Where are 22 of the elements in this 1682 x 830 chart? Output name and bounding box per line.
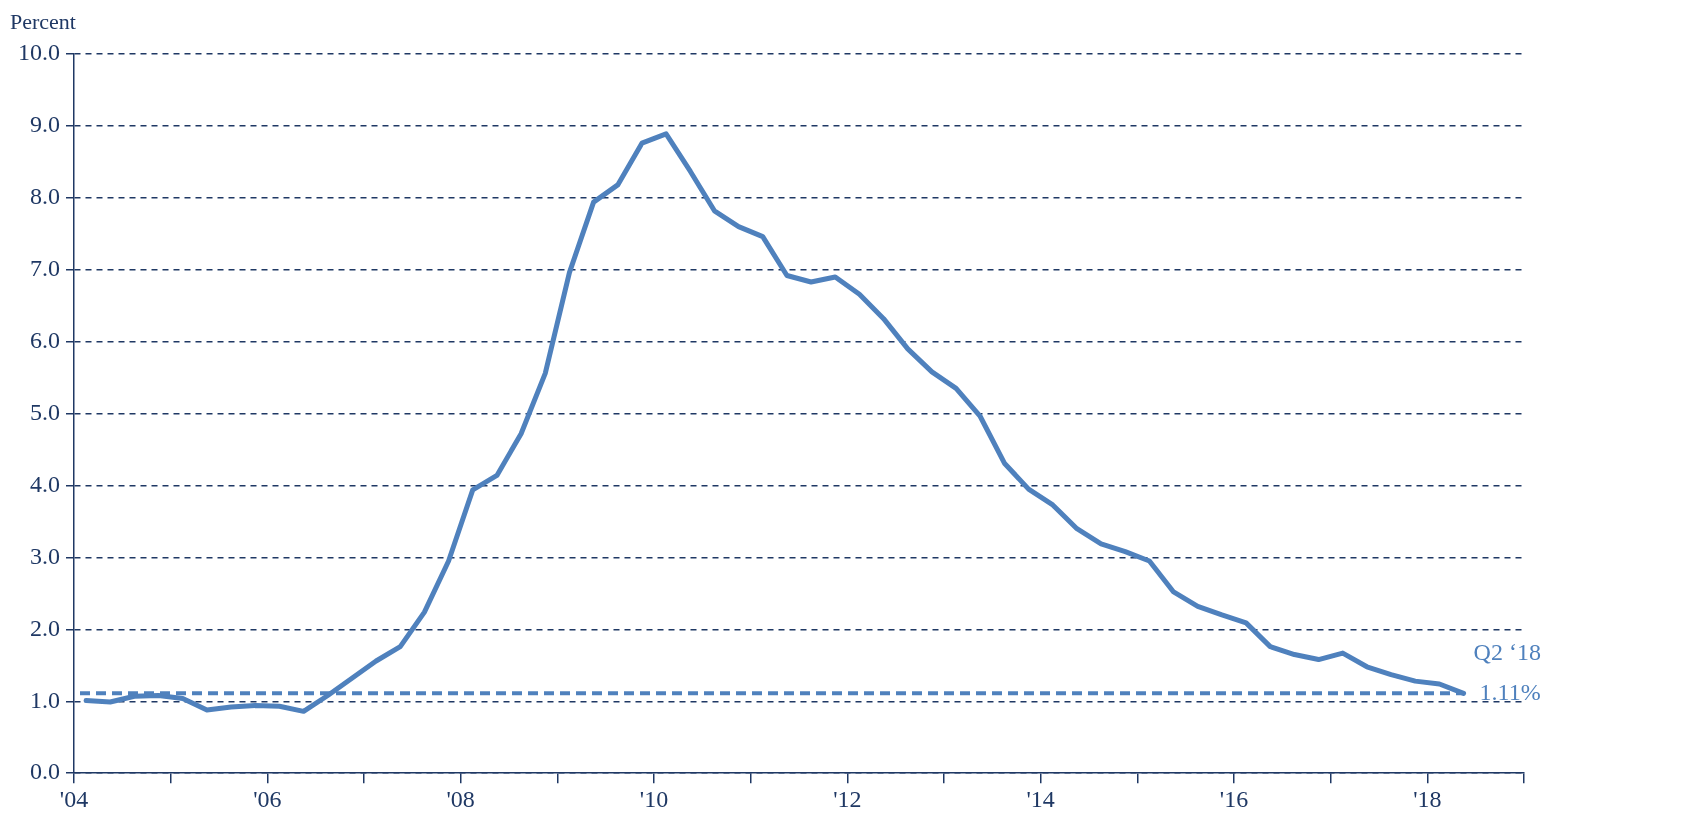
- y-tick-label: 4.0: [30, 470, 60, 497]
- x-tick-label: '18: [1413, 785, 1442, 812]
- ref-line-label: 1.11%: [1479, 678, 1541, 705]
- x-tick-label: '12: [833, 785, 862, 812]
- y-tick-label: 6.0: [30, 326, 60, 353]
- x-tick-label: '08: [446, 785, 475, 812]
- y-axis-title: Percent: [10, 8, 76, 34]
- x-tick-label: '06: [253, 785, 282, 812]
- x-tick-label: '10: [639, 785, 669, 812]
- y-tick-label: 2.0: [30, 614, 60, 641]
- x-tick-label: '04: [59, 785, 89, 812]
- y-tick-label: 0.0: [30, 758, 60, 785]
- y-tick-label: 5.0: [30, 398, 60, 425]
- y-tick-label: 9.0: [30, 111, 60, 138]
- y-tick-label: 7.0: [30, 255, 60, 282]
- y-tick-label: 3.0: [30, 542, 60, 569]
- y-tick-label: 8.0: [30, 183, 60, 210]
- annotation: Q2 ‘18: [1473, 638, 1541, 665]
- y-tick-label: 10.0: [18, 39, 60, 66]
- x-tick-label: '16: [1219, 785, 1249, 812]
- x-tick-label: '14: [1026, 785, 1055, 812]
- y-tick-label: 1.0: [30, 686, 60, 713]
